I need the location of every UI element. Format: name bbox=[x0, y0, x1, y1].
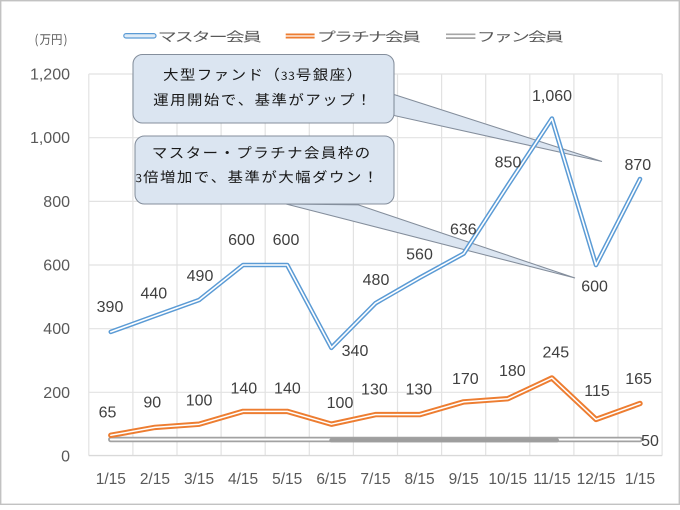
svg-text:3/15: 3/15 bbox=[184, 471, 214, 488]
svg-text:870: 870 bbox=[624, 157, 651, 174]
svg-text:1/15: 1/15 bbox=[96, 471, 126, 488]
svg-text:5/15: 5/15 bbox=[272, 471, 302, 488]
svg-text:400: 400 bbox=[43, 321, 70, 338]
svg-text:800: 800 bbox=[43, 194, 70, 211]
svg-text:9/15: 9/15 bbox=[449, 471, 479, 488]
svg-text:115: 115 bbox=[584, 383, 610, 400]
svg-text:130: 130 bbox=[405, 382, 432, 399]
svg-text:130: 130 bbox=[361, 382, 388, 399]
svg-text:390: 390 bbox=[97, 299, 124, 316]
svg-text:600: 600 bbox=[581, 279, 608, 296]
svg-text:65: 65 bbox=[99, 405, 117, 422]
svg-text:600: 600 bbox=[43, 258, 70, 275]
svg-text:245: 245 bbox=[542, 344, 569, 361]
svg-text:100: 100 bbox=[186, 392, 213, 409]
svg-text:4/15: 4/15 bbox=[228, 471, 258, 488]
svg-text:1,200: 1,200 bbox=[30, 67, 70, 84]
svg-text:636: 636 bbox=[450, 222, 477, 239]
svg-text:165: 165 bbox=[625, 371, 652, 388]
svg-text:100: 100 bbox=[327, 395, 354, 412]
svg-text:1,000: 1,000 bbox=[30, 130, 70, 147]
svg-text:1/15: 1/15 bbox=[625, 471, 655, 488]
svg-text:90: 90 bbox=[143, 394, 161, 411]
svg-text:12/15: 12/15 bbox=[577, 471, 616, 488]
svg-text:0: 0 bbox=[61, 449, 70, 466]
svg-text:490: 490 bbox=[187, 268, 214, 285]
svg-text:560: 560 bbox=[406, 247, 433, 264]
svg-text:6/15: 6/15 bbox=[316, 471, 346, 488]
svg-text:140: 140 bbox=[230, 380, 257, 397]
svg-text:10/15: 10/15 bbox=[488, 471, 527, 488]
svg-text:850: 850 bbox=[495, 155, 522, 172]
svg-text:170: 170 bbox=[452, 371, 479, 388]
svg-text:7/15: 7/15 bbox=[360, 471, 390, 488]
svg-text:180: 180 bbox=[499, 363, 526, 380]
svg-text:340: 340 bbox=[342, 343, 369, 360]
svg-text:480: 480 bbox=[363, 272, 390, 289]
svg-text:8/15: 8/15 bbox=[405, 471, 435, 488]
svg-text:2/15: 2/15 bbox=[140, 471, 170, 488]
svg-text:600: 600 bbox=[273, 232, 300, 249]
svg-text:11/15: 11/15 bbox=[533, 471, 571, 488]
svg-text:600: 600 bbox=[228, 232, 255, 249]
svg-text:1,060: 1,060 bbox=[532, 88, 572, 105]
svg-text:50: 50 bbox=[641, 433, 659, 450]
svg-text:440: 440 bbox=[140, 286, 167, 303]
svg-text:140: 140 bbox=[274, 380, 301, 397]
svg-text:200: 200 bbox=[43, 385, 70, 402]
